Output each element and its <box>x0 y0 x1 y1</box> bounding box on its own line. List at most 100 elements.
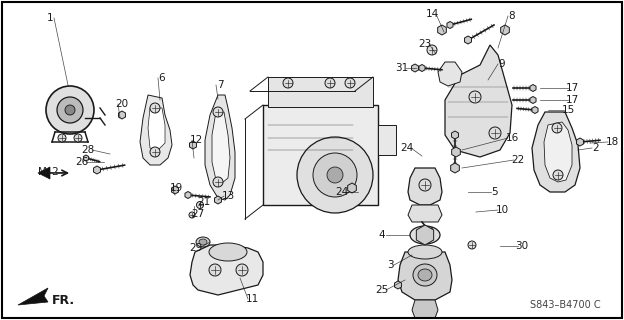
Circle shape <box>213 177 223 187</box>
Polygon shape <box>348 183 356 193</box>
Circle shape <box>489 127 501 139</box>
Polygon shape <box>447 21 453 28</box>
Polygon shape <box>408 168 442 205</box>
Polygon shape <box>412 300 438 318</box>
Polygon shape <box>38 167 50 179</box>
Polygon shape <box>412 64 419 72</box>
Ellipse shape <box>410 226 440 244</box>
Polygon shape <box>18 288 48 305</box>
Circle shape <box>65 105 75 115</box>
Polygon shape <box>464 36 472 44</box>
Polygon shape <box>452 131 459 139</box>
Polygon shape <box>148 108 165 150</box>
Polygon shape <box>544 122 572 182</box>
Text: 1: 1 <box>47 13 53 23</box>
Text: 12: 12 <box>189 135 203 145</box>
Text: 31: 31 <box>396 63 409 73</box>
Circle shape <box>150 103 160 113</box>
Text: 20: 20 <box>115 99 129 109</box>
Text: 4: 4 <box>379 230 385 240</box>
Ellipse shape <box>418 269 432 281</box>
FancyBboxPatch shape <box>263 105 378 205</box>
Polygon shape <box>445 45 512 157</box>
Ellipse shape <box>209 243 247 261</box>
Text: 19: 19 <box>169 183 183 193</box>
Text: 27: 27 <box>192 209 205 219</box>
FancyBboxPatch shape <box>268 77 373 107</box>
Polygon shape <box>530 97 536 103</box>
Circle shape <box>469 91 481 103</box>
Circle shape <box>213 107 223 117</box>
Text: 22: 22 <box>512 155 525 165</box>
Text: 30: 30 <box>515 241 529 251</box>
Text: 26: 26 <box>76 157 89 167</box>
Text: 6: 6 <box>158 73 165 83</box>
Circle shape <box>189 212 195 218</box>
Text: 24: 24 <box>335 187 349 197</box>
Text: 28: 28 <box>81 145 95 155</box>
Text: 13: 13 <box>222 191 235 201</box>
Polygon shape <box>140 95 172 165</box>
Ellipse shape <box>413 264 437 286</box>
Circle shape <box>552 123 562 133</box>
Polygon shape <box>119 111 125 119</box>
FancyBboxPatch shape <box>378 125 396 155</box>
Text: 21: 21 <box>197 197 211 207</box>
Polygon shape <box>215 196 222 204</box>
Text: 9: 9 <box>499 59 505 69</box>
Circle shape <box>345 78 355 88</box>
Circle shape <box>427 45 437 55</box>
Text: 24: 24 <box>401 143 414 153</box>
Circle shape <box>57 97 83 123</box>
Polygon shape <box>437 25 446 35</box>
Polygon shape <box>451 163 459 173</box>
Circle shape <box>46 86 94 134</box>
Circle shape <box>197 202 203 209</box>
Circle shape <box>283 78 293 88</box>
Circle shape <box>58 134 66 142</box>
Text: 29: 29 <box>189 243 203 253</box>
Text: 11: 11 <box>245 294 258 304</box>
Polygon shape <box>577 138 583 146</box>
Text: 14: 14 <box>426 9 439 19</box>
Polygon shape <box>205 95 235 200</box>
Text: 8: 8 <box>509 11 515 21</box>
Circle shape <box>325 78 335 88</box>
Polygon shape <box>419 65 425 71</box>
Ellipse shape <box>196 237 210 247</box>
Polygon shape <box>94 166 100 174</box>
Circle shape <box>553 170 563 180</box>
Text: 18: 18 <box>605 137 618 147</box>
Text: FR.: FR. <box>52 293 75 307</box>
Polygon shape <box>172 186 178 194</box>
Polygon shape <box>452 147 461 157</box>
Circle shape <box>419 179 431 191</box>
Text: 3: 3 <box>387 260 393 270</box>
Circle shape <box>150 147 160 157</box>
Circle shape <box>297 137 373 213</box>
Polygon shape <box>530 84 536 92</box>
Text: 2: 2 <box>593 143 599 153</box>
Polygon shape <box>532 112 580 192</box>
Polygon shape <box>416 225 434 245</box>
Polygon shape <box>532 107 538 114</box>
Circle shape <box>236 264 248 276</box>
Text: 15: 15 <box>562 105 575 115</box>
Text: 7: 7 <box>217 80 223 90</box>
Circle shape <box>313 153 357 197</box>
Polygon shape <box>190 141 197 149</box>
Ellipse shape <box>199 239 207 245</box>
Text: 23: 23 <box>418 39 432 49</box>
Circle shape <box>327 167 343 183</box>
Text: 10: 10 <box>495 205 509 215</box>
Polygon shape <box>500 25 509 35</box>
Text: 17: 17 <box>565 83 578 93</box>
Text: 25: 25 <box>376 285 389 295</box>
Ellipse shape <box>408 245 442 259</box>
Text: 17: 17 <box>565 95 578 105</box>
Circle shape <box>74 134 82 142</box>
Polygon shape <box>408 205 442 222</box>
Text: M–2: M–2 <box>37 167 59 177</box>
Polygon shape <box>84 155 89 161</box>
Polygon shape <box>394 281 401 289</box>
